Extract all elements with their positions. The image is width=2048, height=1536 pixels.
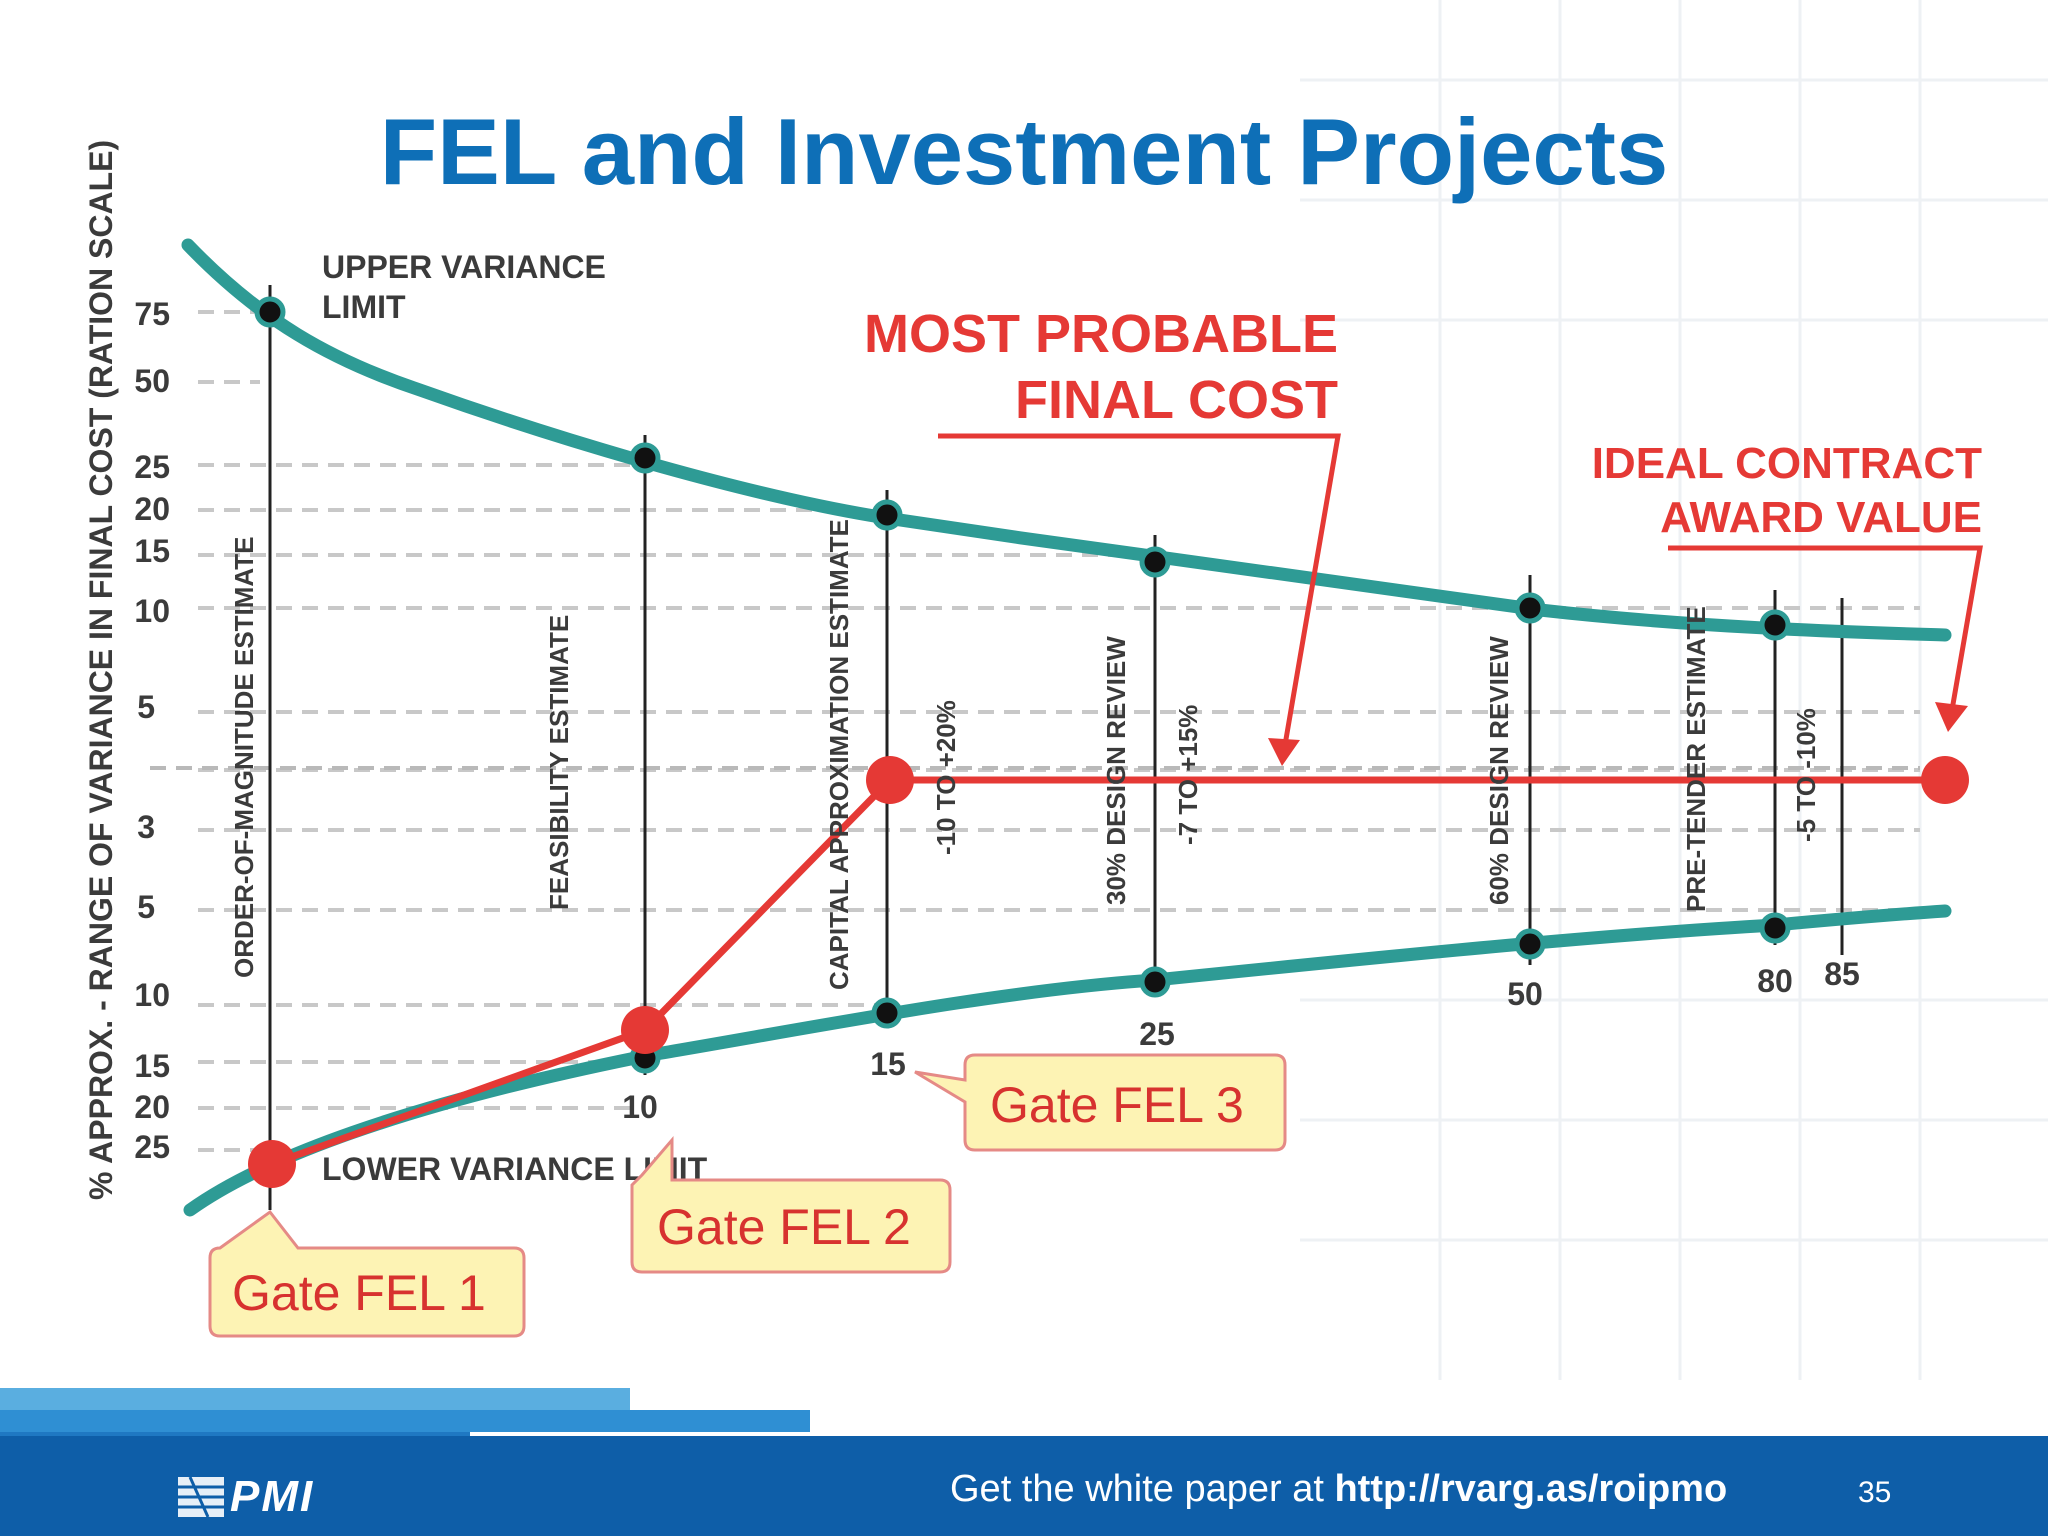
x-position-label: 50 — [1507, 976, 1543, 1012]
estimate-label: FEASIBILITY ESTIMATE — [544, 615, 574, 910]
white-paper-link[interactable]: http://rvarg.as/roipmo — [1334, 1468, 1728, 1510]
footer-text-prefix: Get the white paper at — [950, 1468, 1335, 1510]
y-tick: 5 — [137, 689, 155, 725]
y-tick: 50 — [134, 363, 170, 399]
estimate-points — [254, 296, 1791, 1074]
gate-fel-3-label: Gate FEL 3 — [990, 1077, 1244, 1133]
estimate-range: -7 TO +15% — [1173, 705, 1203, 845]
y-tick: 10 — [134, 593, 170, 629]
y-axis-label: % APPROX. - RANGE OF VARIANCE IN FINAL C… — [83, 140, 119, 1200]
most-probable-cost-line — [270, 776, 1945, 1168]
background-grid — [1300, 0, 2048, 1380]
y-tick: 15 — [134, 533, 170, 569]
y-tick: 20 — [134, 491, 170, 527]
pmi-logo: PMI — [178, 1472, 315, 1521]
estimate-label: 60% DESIGN REVIEW — [1484, 636, 1514, 905]
y-tick: 5 — [137, 889, 155, 925]
most-probable-arrowhead — [1268, 738, 1300, 766]
ideal-contract-label: IDEAL CONTRACT — [1592, 439, 1982, 488]
gate-fel-2-callout: Gate FEL 2 — [630, 1135, 952, 1274]
x-position-label: 25 — [1139, 1016, 1175, 1052]
gate-fel-3-callout: Gate FEL 3 — [914, 1053, 1287, 1152]
globe-icon — [178, 1477, 224, 1517]
gate-fel-2-label: Gate FEL 2 — [657, 1199, 911, 1255]
y-tick: 3 — [137, 809, 155, 845]
guide-lines — [198, 310, 1920, 1152]
y-tick: 10 — [134, 977, 170, 1013]
y-tick: 15 — [134, 1048, 170, 1084]
estimate-label: CAPITAL APPROXIMATION ESTIMATE — [824, 519, 854, 990]
footer-text: Get the white paper at http://rvarg.as/r… — [950, 1468, 1727, 1511]
estimate-range: -5 TO -10% — [1791, 708, 1821, 842]
most-probable-arrow — [938, 433, 1341, 746]
estimate-range: -10 TO +20% — [931, 700, 961, 855]
ideal-contract-label: AWARD VALUE — [1660, 493, 1982, 542]
x-position-label: 85 — [1824, 956, 1860, 992]
y-tick: 75 — [134, 296, 170, 332]
y-tick: 20 — [134, 1089, 170, 1125]
most-probable-label: FINAL COST — [1015, 370, 1338, 430]
logo-text: PMI — [230, 1472, 315, 1521]
most-probable-label: MOST PROBABLE — [864, 304, 1338, 364]
gate-points — [248, 756, 1969, 1188]
page-number: 35 — [1858, 1476, 1892, 1509]
x-position-label: 15 — [870, 1046, 906, 1082]
upper-variance-curve — [181, 238, 1952, 642]
x-position-label: 10 — [622, 1089, 658, 1125]
gate-fel-1-label: Gate FEL 1 — [232, 1265, 486, 1321]
y-tick: 25 — [134, 1129, 170, 1165]
slide-title: FEL and Investment Projects — [379, 99, 1669, 204]
gate-fel-1-callout: Gate FEL 1 — [208, 1209, 526, 1338]
fel-diagram: % APPROX. - RANGE OF VARIANCE IN FINAL C… — [83, 140, 1983, 1338]
y-tick: 25 — [134, 449, 170, 485]
estimate-label: ORDER-OF-MAGNITUDE ESTIMATE — [229, 537, 259, 979]
upper-limit-label: UPPER VARIANCE — [322, 249, 606, 285]
footer — [0, 1380, 2048, 1536]
estimate-label: PRE-TENDER ESTIMATE — [1681, 606, 1711, 912]
upper-limit-label: LIMIT — [322, 289, 406, 325]
estimate-label: 30% DESIGN REVIEW — [1101, 636, 1131, 905]
ideal-contract-arrowhead — [1935, 702, 1968, 732]
x-position-label: 80 — [1757, 963, 1793, 999]
ideal-contract-arrow — [1668, 545, 1983, 711]
